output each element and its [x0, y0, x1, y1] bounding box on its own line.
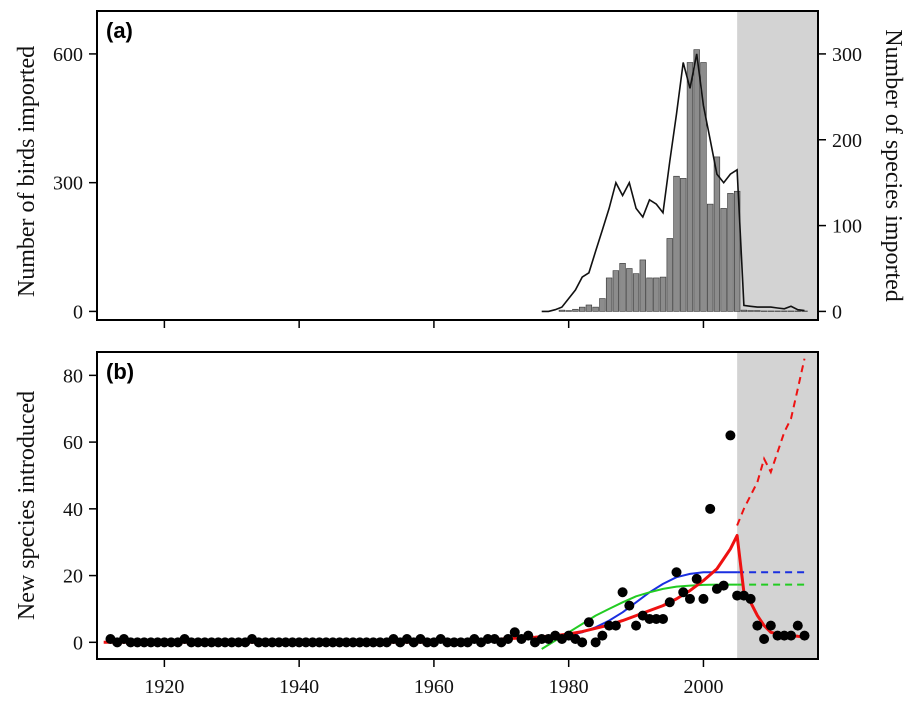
bar — [612, 270, 620, 312]
x-tick-label: 1920 — [144, 676, 184, 698]
data-point — [799, 630, 810, 641]
bar — [619, 263, 626, 312]
data-point — [759, 633, 770, 644]
y-tick-label: 20 — [63, 566, 83, 588]
bar — [680, 178, 687, 312]
data-point — [631, 620, 642, 631]
bar — [700, 62, 707, 312]
x-tick-label: 1980 — [549, 676, 589, 698]
y-tick-label: 600 — [53, 44, 83, 66]
bar — [646, 277, 653, 312]
panel-b-shaded-region — [737, 352, 818, 659]
panel-a-frame — [96, 10, 819, 321]
bar — [659, 276, 667, 312]
panel-a-label: (a) — [106, 18, 133, 43]
data-point — [718, 580, 729, 591]
bar — [747, 310, 754, 312]
data-point — [583, 617, 594, 628]
panel-a-y-ticks-left: 0 300 600 — [53, 44, 97, 323]
y-tick-label: 80 — [63, 365, 83, 387]
x-tick-label: 1960 — [414, 676, 454, 698]
panel-b-frame — [96, 351, 819, 660]
data-point — [624, 600, 635, 611]
bar — [686, 62, 694, 312]
data-point — [792, 620, 803, 631]
y-right-tick-label: 300 — [832, 44, 862, 66]
data-point — [752, 620, 763, 631]
panel-a-y-axis-title: Number of birds imported — [14, 46, 40, 297]
data-point — [786, 630, 797, 641]
bar — [565, 310, 572, 312]
bar — [754, 310, 761, 312]
bar — [592, 306, 599, 312]
x-tick-label: 2000 — [683, 676, 723, 698]
data-point — [503, 633, 514, 644]
bar — [599, 298, 606, 312]
bar — [639, 259, 646, 312]
data-point — [678, 587, 689, 598]
panel-b-fit-lines — [103, 358, 806, 650]
y-tick-label: 0 — [73, 632, 83, 654]
y-tick-label: 60 — [63, 432, 83, 454]
bar — [733, 190, 741, 312]
y-tick-label: 0 — [73, 301, 83, 323]
data-point — [577, 637, 588, 648]
panel-b-label: (b) — [106, 359, 134, 384]
panel-a-y-ticks-right: 0 100 200 300 — [818, 44, 862, 323]
bar — [626, 268, 633, 312]
bar — [713, 156, 721, 312]
bar — [740, 309, 748, 312]
data-point — [664, 597, 675, 608]
panel-a: 0 300 600 0 100 200 300 (a) Number of birds i… — [14, 10, 905, 328]
red-fit-line — [103, 534, 805, 644]
panel-a-shaded-region — [737, 11, 818, 320]
y-tick-label: 300 — [53, 173, 83, 195]
data-point — [590, 637, 601, 648]
bar — [578, 306, 586, 312]
data-point — [745, 593, 756, 604]
bar — [585, 304, 593, 312]
bar — [632, 273, 640, 312]
panel-b-y-axis-title: New species introduced — [14, 391, 40, 620]
data-point — [691, 573, 702, 584]
data-point — [698, 593, 709, 604]
data-point — [509, 627, 520, 638]
data-point — [765, 620, 776, 631]
y-right-tick-label: 200 — [832, 130, 862, 152]
bar — [653, 277, 660, 312]
data-point — [617, 587, 628, 598]
data-point — [684, 593, 695, 604]
panel-b-x-ticks: 1920 1940 1960 1980 2000 — [144, 659, 723, 698]
panel-a-bars — [558, 49, 808, 312]
bar — [558, 309, 566, 312]
panel-a-x-ticks — [163, 320, 705, 328]
data-point — [597, 630, 608, 641]
panel-a-right-y-axis-title: Number of species imported — [880, 29, 905, 302]
y-tick-label: 40 — [63, 499, 83, 521]
bar — [720, 208, 727, 312]
x-tick-label: 1940 — [279, 676, 319, 698]
bar — [572, 308, 579, 312]
data-point — [523, 630, 534, 641]
panel-b: 1920 1940 1960 1980 2000 0 20 40 60 80 (b) New s… — [14, 351, 819, 698]
data-point — [658, 613, 669, 624]
y-right-tick-label: 100 — [832, 216, 862, 238]
panel-b-y-ticks: 0 20 40 60 80 — [63, 365, 97, 654]
panel-b-points — [105, 430, 810, 648]
data-point — [671, 567, 682, 578]
bar — [673, 175, 680, 312]
bar — [693, 49, 700, 312]
bar — [666, 238, 673, 312]
y-right-tick-label: 0 — [832, 301, 842, 323]
data-point — [610, 620, 621, 631]
bar — [605, 277, 613, 312]
red-projection-line — [736, 358, 806, 526]
bar — [727, 193, 734, 312]
data-point — [705, 503, 716, 514]
data-point — [725, 430, 736, 441]
bar — [707, 203, 714, 312]
panel-a-species-line — [541, 53, 805, 313]
